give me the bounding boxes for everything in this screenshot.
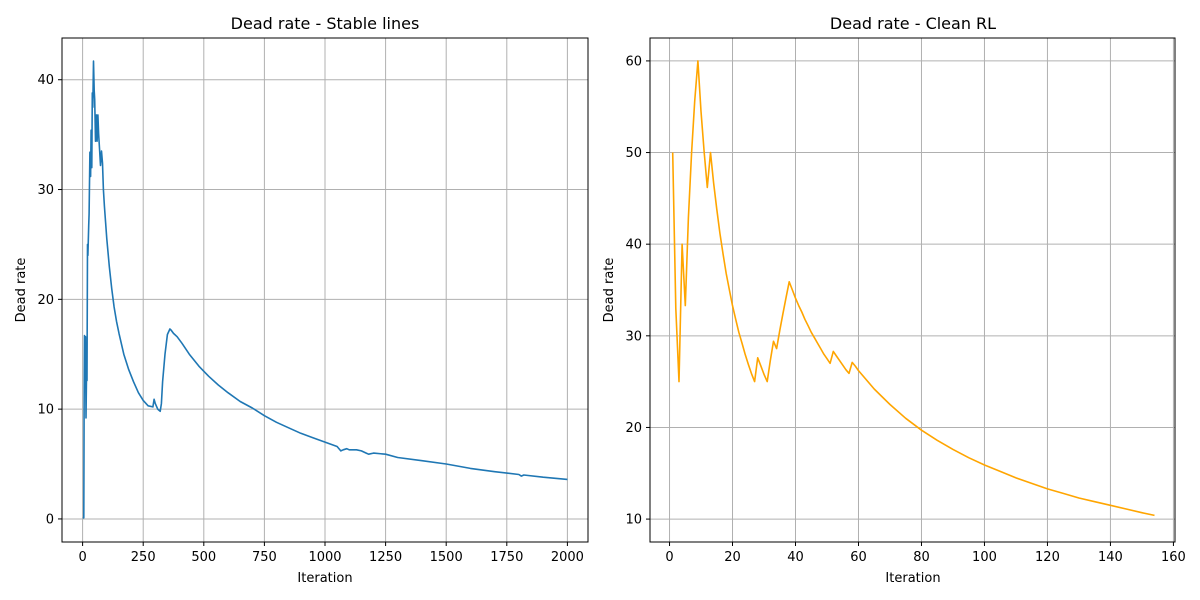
chart-title: Dead rate - Stable lines	[231, 14, 420, 33]
x-tick-label: 1750	[490, 550, 523, 565]
y-tick-label: 30	[37, 183, 54, 198]
y-tick-label: 20	[625, 421, 642, 436]
y-tick-label: 10	[625, 513, 642, 528]
x-tick-label: 1500	[430, 550, 463, 565]
x-tick-label: 100	[972, 550, 997, 565]
x-tick-label: 1000	[308, 550, 341, 565]
y-tick-label: 40	[625, 238, 642, 253]
x-tick-label: 40	[787, 550, 804, 565]
x-tick-label: 250	[131, 550, 156, 565]
x-tick-label: 60	[850, 550, 867, 565]
y-tick-label: 10	[37, 403, 54, 418]
x-axis-label: Iteration	[297, 571, 352, 586]
x-tick-label: 2000	[551, 550, 584, 565]
x-tick-label: 20	[724, 550, 741, 565]
series-line	[671, 60, 1155, 517]
x-tick-label: 80	[913, 550, 930, 565]
chart-stable-lines: Dead rate - Stable lines Iteration Dead …	[14, 14, 589, 586]
x-tick-label: 140	[1098, 550, 1123, 565]
y-tick-label: 20	[37, 293, 54, 308]
y-tick-label: 40	[37, 73, 54, 88]
y-tick-label: 0	[46, 512, 54, 527]
y-tick-label: 30	[625, 329, 642, 344]
series-line	[82, 60, 568, 519]
chart-title: Dead rate - Clean RL	[830, 14, 996, 33]
x-tick-label: 0	[78, 550, 86, 565]
y-axis-label: Dead rate	[14, 258, 29, 323]
x-tick-label: 160	[1161, 550, 1186, 565]
y-tick-label: 50	[625, 146, 642, 161]
x-tick-label: 750	[252, 550, 277, 565]
y-axis-label: Dead rate	[602, 258, 617, 323]
x-tick-label: 500	[191, 550, 216, 565]
y-tick-label: 60	[625, 54, 642, 69]
x-tick-label: 120	[1035, 550, 1060, 565]
chart-clean-rl: Dead rate - Clean RL Iteration Dead rate…	[602, 14, 1186, 586]
x-tick-label: 0	[665, 550, 673, 565]
plot-frame	[649, 37, 1176, 543]
x-axis-label: Iteration	[885, 571, 940, 586]
x-tick-label: 1250	[369, 550, 402, 565]
